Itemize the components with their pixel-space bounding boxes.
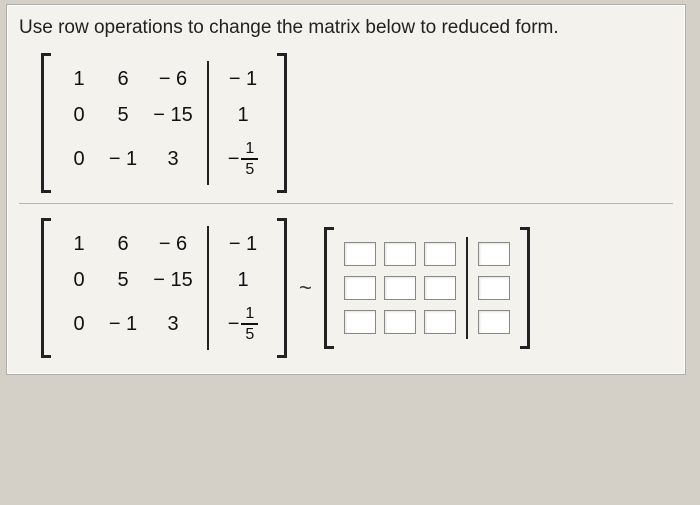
answer-input[interactable] xyxy=(478,242,510,266)
cell: − 15 xyxy=(145,97,201,133)
prompt-text: Use row operations to change the matrix … xyxy=(19,17,673,39)
divider xyxy=(19,203,673,204)
cell: − 1 xyxy=(215,61,271,97)
denominator: 5 xyxy=(245,160,254,178)
augment-bar xyxy=(466,237,468,339)
answer-input[interactable] xyxy=(384,242,416,266)
cell: 1 xyxy=(57,61,101,97)
cell-fraction: − 1 5 xyxy=(215,298,271,350)
cell: − 1 xyxy=(101,133,145,185)
cell: 0 xyxy=(57,262,101,298)
cell: 3 xyxy=(145,133,201,185)
tilde-symbol: ~ xyxy=(299,275,312,301)
cell: − 6 xyxy=(145,61,201,97)
cell: − 1 xyxy=(215,226,271,262)
answer-matrix xyxy=(324,227,530,349)
cell: 5 xyxy=(101,97,145,133)
question-panel: Use row operations to change the matrix … xyxy=(6,4,686,375)
cell: − 15 xyxy=(145,262,201,298)
answer-input[interactable] xyxy=(478,276,510,300)
cell: 1 xyxy=(215,262,271,298)
cell: 6 xyxy=(101,61,145,97)
matrix-repeat: 1 0 0 6 5 − 1 − 6 − 15 3 xyxy=(41,218,287,358)
answer-input[interactable] xyxy=(344,310,376,334)
cell: 0 xyxy=(57,298,101,350)
cell: − 1 xyxy=(101,298,145,350)
left-bracket xyxy=(41,53,51,193)
answer-input[interactable] xyxy=(344,242,376,266)
fraction: 1 5 xyxy=(241,141,258,178)
cell: 1 xyxy=(215,97,271,133)
cell: − 6 xyxy=(145,226,201,262)
answer-input[interactable] xyxy=(384,310,416,334)
answer-input[interactable] xyxy=(424,276,456,300)
matrix-right-block: − 1 1 − 1 5 xyxy=(215,61,271,185)
matrix-left-block: 1 0 0 6 5 − 1 − 6 − 15 3 xyxy=(57,61,201,185)
answer-input[interactable] xyxy=(424,310,456,334)
matrix: 1 0 0 6 5 − 1 − 6 − 15 3 xyxy=(41,53,287,193)
cell: 0 xyxy=(57,97,101,133)
right-bracket xyxy=(277,53,287,193)
cell: 5 xyxy=(101,262,145,298)
cell: 1 xyxy=(57,226,101,262)
answer-input[interactable] xyxy=(478,310,510,334)
cell-fraction: − 1 5 xyxy=(215,133,271,185)
cell: 6 xyxy=(101,226,145,262)
cell: 0 xyxy=(57,133,101,185)
minus-sign: − xyxy=(228,148,240,171)
answer-input[interactable] xyxy=(424,242,456,266)
augment-bar xyxy=(207,61,209,185)
answer-input[interactable] xyxy=(344,276,376,300)
cell: 3 xyxy=(145,298,201,350)
numerator: 1 xyxy=(241,141,258,160)
given-matrix: 1 0 0 6 5 − 1 − 6 − 15 3 xyxy=(41,53,673,193)
equivalence-row: 1 0 0 6 5 − 1 − 6 − 15 3 xyxy=(41,218,673,358)
answer-input[interactable] xyxy=(384,276,416,300)
